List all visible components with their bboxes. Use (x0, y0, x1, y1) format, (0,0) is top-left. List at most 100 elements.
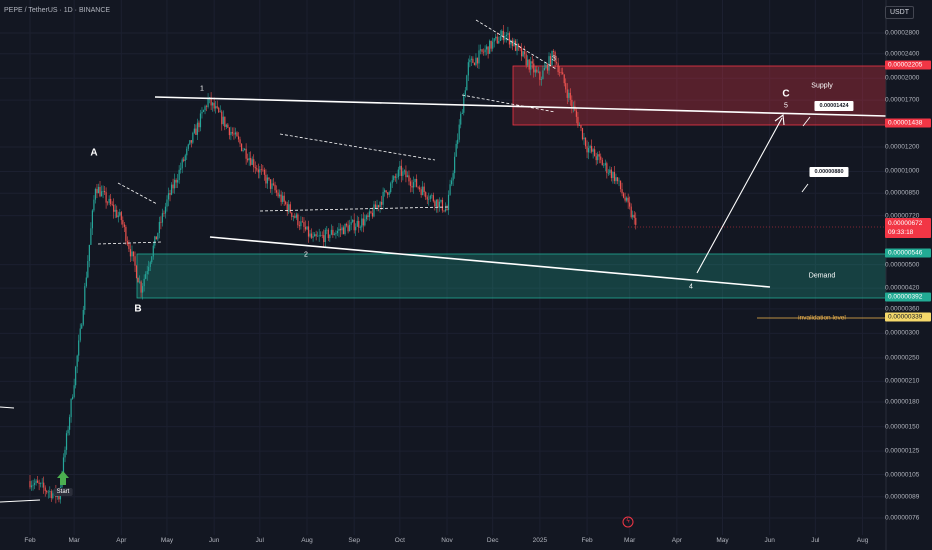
candle-body (120, 212, 122, 221)
time-tick-label: Mar (624, 537, 636, 544)
candle-body (347, 225, 349, 232)
candle-body (531, 61, 533, 64)
candle-body (189, 140, 191, 145)
price-tag: 0.00002205 (885, 60, 931, 70)
candle-body (84, 286, 86, 310)
candle-body (239, 139, 241, 144)
candle-body (426, 197, 428, 200)
candle-body (70, 398, 72, 418)
time-tick-label: Sep (348, 537, 360, 544)
candle-body (469, 59, 471, 63)
candle-body (119, 212, 121, 216)
candle-body (218, 107, 220, 113)
candle-body (274, 184, 276, 191)
candle-body (352, 219, 354, 222)
candle-body (374, 204, 377, 209)
candle-body (586, 146, 588, 153)
candle-body (412, 182, 415, 188)
candle-body (569, 92, 571, 100)
candle-body (298, 225, 300, 227)
candle-body (511, 40, 514, 47)
candle-body (393, 176, 395, 181)
candle-body (33, 483, 36, 485)
candle-body (385, 190, 387, 193)
candle-body (82, 309, 84, 325)
candle-body (560, 72, 562, 73)
candle-body (400, 165, 402, 176)
candle-body (137, 277, 139, 283)
candle-body (134, 256, 136, 266)
candle-body (227, 124, 229, 128)
candle-body (43, 482, 45, 488)
candle-body (122, 220, 124, 225)
projection-arrow-head (774, 113, 785, 126)
candle-body (455, 143, 457, 157)
candle-body (272, 183, 275, 185)
candle-body (618, 180, 620, 182)
price-tick-label: 0.00000420 (885, 284, 920, 292)
candle-body (475, 57, 477, 66)
candles (29, 24, 637, 504)
candle-body (364, 219, 366, 226)
candle-body (452, 173, 454, 181)
candle-body (589, 146, 591, 149)
candle-body (438, 201, 441, 208)
candle-body (79, 328, 81, 341)
candle-body (624, 197, 626, 201)
candle-body (279, 194, 281, 197)
candle-body (87, 261, 89, 278)
candle-body (534, 69, 536, 73)
candle-body (345, 223, 348, 226)
time-tick-label: Feb (24, 537, 36, 544)
candle-body (251, 159, 253, 165)
candle-body (219, 111, 221, 113)
candle-body (429, 195, 431, 200)
candle-body (38, 482, 40, 484)
candle-body (310, 233, 313, 238)
candle-body (306, 226, 308, 230)
candle-body (289, 204, 291, 213)
candle-body (193, 128, 195, 133)
candle-body (312, 236, 314, 238)
candle-body (486, 46, 488, 50)
time-tick-label: Jul (255, 537, 264, 544)
candle-body (297, 214, 299, 226)
candle-body (629, 202, 631, 207)
candle-body (138, 281, 141, 283)
candle-body (169, 193, 171, 195)
candle-body (76, 355, 78, 367)
candle-body (99, 187, 101, 197)
demand-zone (136, 253, 887, 299)
candle-body (184, 155, 186, 161)
candle-body (387, 192, 389, 195)
candle-body (186, 148, 188, 156)
candle-body (440, 199, 442, 202)
candle-body (349, 224, 351, 232)
candle-body (603, 165, 605, 166)
candle-body (317, 236, 319, 237)
candle-body (414, 178, 416, 183)
candle-body (458, 124, 460, 140)
candle-body (67, 429, 69, 434)
candle-body (32, 484, 34, 486)
candle-body (537, 71, 539, 73)
currency-badge[interactable]: USDT (884, 6, 914, 19)
candle-body (498, 40, 500, 44)
candle-body (380, 201, 383, 205)
grid-lines (0, 0, 886, 535)
candle-body (542, 70, 544, 79)
candle-body (90, 228, 92, 245)
candle-body (303, 222, 305, 227)
candle-body (330, 229, 332, 235)
candle-body (129, 249, 132, 257)
candle-body (277, 192, 279, 197)
candle-body (519, 46, 521, 49)
lightning-icon[interactable]: ϟ (622, 516, 634, 528)
candle-body (207, 98, 209, 107)
candle-body (108, 198, 110, 203)
candle-body (502, 30, 504, 41)
price-tick-label: 0.00000076 (885, 514, 920, 522)
candle-body (195, 128, 197, 135)
